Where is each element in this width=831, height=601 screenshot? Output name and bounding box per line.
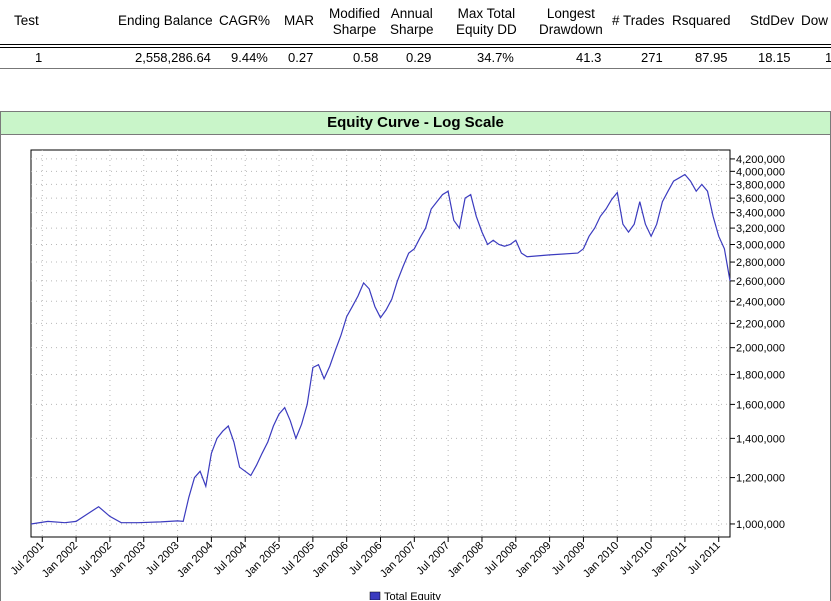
- x-tick-label: Jan 2008: [446, 540, 486, 580]
- col-header-longest-drawdown: Longest Drawdown: [539, 6, 603, 37]
- col-header-annual-sharpe: Annual Sharpe: [390, 6, 434, 37]
- col-header-cagr: CAGR%: [219, 13, 271, 28]
- y-tick-label: 4,200,000: [736, 154, 785, 166]
- y-tick-label: 2,400,000: [736, 296, 785, 308]
- cell-modified-sharpe: 0.58: [353, 50, 379, 65]
- cell-max-total-equity-dd: 34.7%: [477, 50, 514, 65]
- x-tick-label: Jan 2006: [310, 540, 350, 580]
- cell-dow: 1: [825, 50, 831, 65]
- col-header-test: Test: [14, 13, 39, 28]
- cell-mar: 0.27: [288, 50, 314, 65]
- y-tick-label: 1,000,000: [736, 519, 785, 531]
- y-tick-label: 1,200,000: [736, 473, 785, 485]
- col-header-trades: # Trades: [612, 13, 665, 28]
- chart-title: Equity Curve - Log Scale: [1, 112, 830, 135]
- x-tick-label: Jan 2002: [40, 540, 80, 580]
- x-tick-label: Jul 2011: [686, 540, 723, 577]
- stats-table: Test Ending Balance CAGR% MAR Modified Sh…: [0, 0, 831, 70]
- y-tick-label: 2,600,000: [736, 276, 785, 288]
- y-tick-label: 3,000,000: [736, 240, 785, 252]
- x-tick-label: Jan 2009: [513, 540, 553, 580]
- y-tick-label: 3,600,000: [736, 193, 785, 205]
- legend-label: Total Equity: [384, 591, 441, 600]
- cell-ending-balance: 2,558,286.64: [135, 50, 211, 65]
- series-line-total-equity: [30, 173, 731, 525]
- col-header-max-total-equity-dd: Max Total Equity DD: [456, 6, 517, 37]
- col-header-modified-sharpe: Modified Sharpe: [329, 6, 381, 37]
- y-tick-label: 1,800,000: [736, 369, 785, 381]
- header-rule-top: [0, 44, 831, 45]
- cell-longest-drawdown: 41.3: [576, 50, 602, 65]
- y-tick-label: 3,200,000: [736, 223, 785, 235]
- x-tick-label: Jan 2007: [378, 540, 418, 580]
- cell-test: 1: [35, 50, 43, 65]
- col-header-ending-balance: Ending Balance: [118, 13, 213, 28]
- col-header-rsquared: Rsquared: [672, 13, 731, 28]
- y-tick-label: 1,400,000: [736, 433, 785, 445]
- y-tick-label: 2,200,000: [736, 318, 785, 330]
- cell-cagr: 9.44%: [231, 50, 268, 65]
- cell-stddev: 18.15: [758, 50, 791, 65]
- y-tick-label: 3,800,000: [736, 179, 785, 191]
- y-tick-label: 3,400,000: [736, 208, 785, 220]
- y-tick-label: 4,000,000: [736, 166, 785, 178]
- col-header-mar: MAR: [284, 13, 314, 28]
- y-tick-label: 2,800,000: [736, 257, 785, 269]
- header-rule-bottom: [0, 47, 831, 48]
- legend-swatch: [369, 591, 381, 600]
- x-tick-label: Jan 2010: [581, 540, 621, 580]
- cell-rsquared: 87.95: [695, 50, 728, 65]
- x-tick-label: Jan 2004: [175, 540, 215, 580]
- y-tick-label: 2,000,000: [736, 343, 785, 355]
- x-tick-label: Jan 2003: [107, 540, 147, 580]
- cell-trades: 271: [641, 50, 663, 65]
- x-tick-label: Jan 2005: [243, 540, 283, 580]
- row-rule: [0, 68, 831, 69]
- plot-area: [30, 149, 731, 538]
- x-tick-label: Jan 2011: [649, 540, 689, 580]
- col-header-dow: Dow: [801, 13, 829, 28]
- y-tick-label: 1,600,000: [736, 399, 785, 411]
- col-header-stddev: StdDev: [750, 13, 795, 28]
- cell-annual-sharpe: 0.29: [406, 50, 432, 65]
